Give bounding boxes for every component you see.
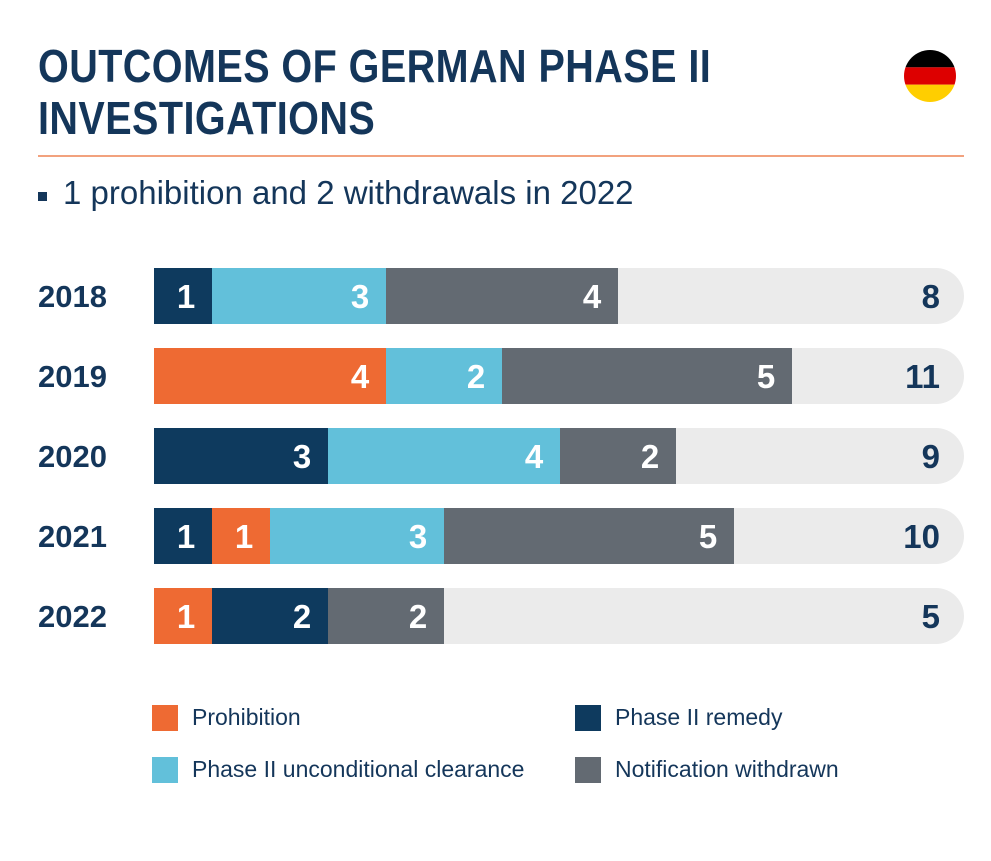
legend-item-prohibition: Prohibition [152, 704, 301, 731]
legend-swatch-notification-withdrawn [575, 757, 601, 783]
bar-label-2019-prohibition: 4 [351, 358, 370, 395]
legend-item-notification-withdrawn: Notification withdrawn [575, 756, 839, 783]
legend-label-unconditional-clearance: Phase II unconditional clearance [192, 756, 524, 783]
bar-label-2020-phase-ii-remedy: 3 [293, 438, 311, 475]
bar-label-2018-notification-withdrawn: 4 [583, 278, 602, 315]
category-label-2019: 2019 [38, 359, 107, 394]
bar-2019-notification-withdrawn [502, 348, 792, 404]
bar-label-2022-phase-ii-remedy: 2 [293, 598, 311, 635]
bar-label-2022-notification-withdrawn: 2 [409, 598, 427, 635]
bar-label-2021-notification-withdrawn: 5 [699, 518, 717, 555]
bar-label-2021-phase-ii-remedy: 1 [177, 518, 195, 555]
bar-2021-notification-withdrawn [444, 508, 734, 564]
bar-label-2021-phase-ii-unconditional-clearance: 3 [409, 518, 427, 555]
category-label-2022: 2022 [38, 599, 107, 634]
legend-swatch-unconditional-clearance [152, 757, 178, 783]
legend-swatch-prohibition [152, 705, 178, 731]
bar-label-2021-prohibition: 1 [235, 518, 253, 555]
category-label-2018: 2018 [38, 279, 107, 314]
legend-item-unconditional-clearance: Phase II unconditional clearance [152, 756, 524, 783]
bar-label-2020-phase-ii-unconditional-clearance: 4 [525, 438, 544, 475]
total-label-2020: 9 [922, 438, 940, 475]
total-label-2022: 5 [922, 598, 940, 635]
category-label-2020: 2020 [38, 439, 107, 474]
bar-label-2019-phase-ii-unconditional-clearance: 2 [467, 358, 485, 395]
total-label-2018: 8 [922, 278, 940, 315]
bar-label-2018-phase-ii-unconditional-clearance: 3 [351, 278, 369, 315]
legend-item-phase-ii-remedy: Phase II remedy [575, 704, 782, 731]
legend: Prohibition Phase II remedy Phase II unc… [152, 704, 912, 804]
bar-label-2022-prohibition: 1 [177, 598, 195, 635]
bar-label-2020-notification-withdrawn: 2 [641, 438, 659, 475]
category-label-2021: 2021 [38, 519, 107, 554]
legend-swatch-phase-ii-remedy [575, 705, 601, 731]
legend-label-notification-withdrawn: Notification withdrawn [615, 756, 839, 783]
bar-label-2019-notification-withdrawn: 5 [757, 358, 775, 395]
total-label-2021: 10 [903, 518, 940, 555]
legend-label-phase-ii-remedy: Phase II remedy [615, 704, 782, 731]
legend-label-prohibition: Prohibition [192, 704, 301, 731]
bar-label-2018-phase-ii-remedy: 1 [177, 278, 195, 315]
total-label-2019: 11 [905, 358, 940, 395]
